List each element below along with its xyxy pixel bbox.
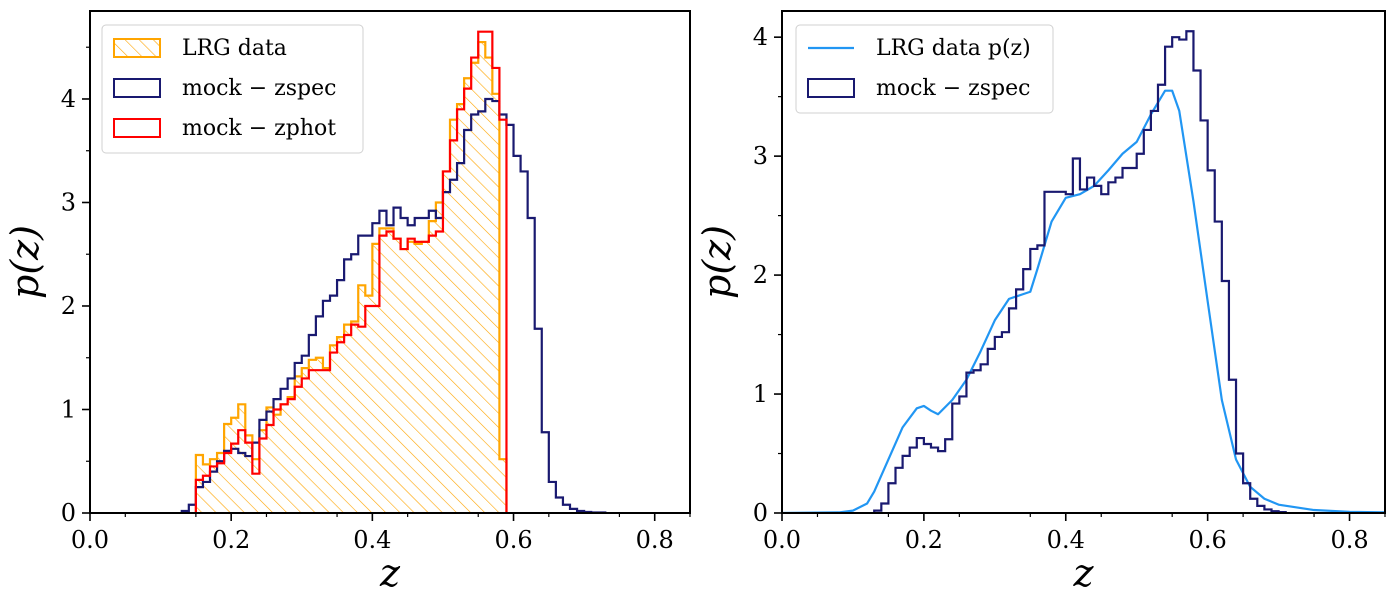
legend-handle-mock-zphot: [113, 118, 161, 138]
y-tick-label: 2: [61, 292, 76, 320]
x-tick-label: 0.4: [353, 526, 391, 554]
x-tick-label: 0.0: [763, 526, 801, 554]
plot-area-2: [782, 30, 1385, 513]
axes-frame-2: [781, 10, 1386, 514]
y-tick-label: 1: [753, 380, 768, 408]
x-tick-label: 0.2: [905, 526, 943, 554]
legend-handle-mock-zspec: [113, 78, 161, 98]
x-tick-label: 0.6: [494, 526, 532, 554]
y-tick-label: 3: [61, 188, 76, 216]
legend-box: [795, 24, 1054, 114]
series-mock-zspec: [180, 97, 607, 513]
series-mock-zphot: [194, 30, 508, 513]
y-axis-label: p(z): [695, 225, 739, 299]
panel-1: 0.0 0.2 0.4 0.6 0.8 0 1 2 3 4 z p(z) LRG data mock − …: [3, 10, 691, 591]
x-tick-label: 0.0: [71, 526, 109, 554]
y-tick-label: 4: [61, 85, 76, 113]
x-tick-label: 0.4: [1047, 526, 1085, 554]
series-mock-zspec: [873, 30, 1287, 513]
legend-label-lrg-data-p-z: LRG data p(z): [876, 36, 1031, 61]
x-tick-label: 0.2: [212, 526, 250, 554]
y-tick-label: 0: [753, 499, 768, 527]
x-tick-label: 0.8: [1330, 526, 1368, 554]
series-lrg-data-p-z: [782, 89, 1385, 513]
x-tick-label: 0.6: [1189, 526, 1227, 554]
y-axis-label: p(z): [3, 225, 47, 299]
axes-frame-1: [89, 10, 691, 514]
x-axis-label: z: [1072, 551, 1094, 591]
legend-handle-mock-zspec: [807, 78, 855, 98]
legend-label-lrg-data: LRG data: [182, 36, 287, 61]
plot-area-1: [180, 30, 607, 513]
legend-handle-lrg-data: [113, 38, 161, 58]
legend-1: LRG data mock − zspec mock − zphot: [101, 24, 364, 154]
x-tick-label: 0.8: [636, 526, 674, 554]
x-axis-label: z: [379, 551, 401, 591]
y-tick-label: 2: [753, 261, 768, 289]
legend-label-mock-zspec: mock − zspec: [182, 76, 336, 101]
series-lrg-data-fill: [195, 42, 507, 513]
y-tick-label: 4: [753, 23, 768, 51]
y-tick-label: 0: [61, 499, 76, 527]
legend-2: LRG data p(z) mock − zspec: [795, 24, 1054, 114]
legend-label-mock-zphot: mock − zphot: [182, 116, 336, 141]
panel-2: 0.0 0.2 0.4 0.6 0.8 0 1 2 3 4 z p(z) LRG data p(z) mo…: [695, 10, 1386, 591]
y-tick-label: 1: [61, 395, 76, 423]
legend-box: [101, 24, 364, 154]
legend-label-mock-zspec: mock − zspec: [876, 76, 1030, 101]
y-tick-label: 3: [753, 142, 768, 170]
